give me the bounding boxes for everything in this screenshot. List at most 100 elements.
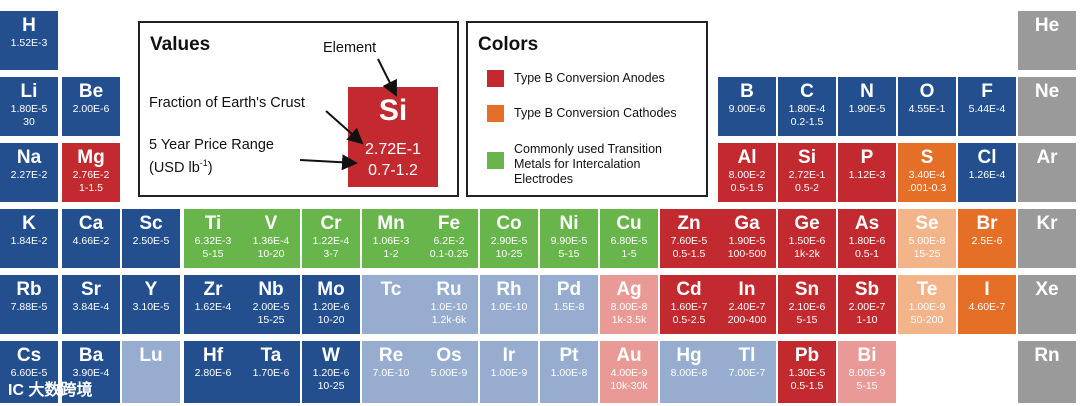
element-cell-ru: Ru 1.0E-10 1.2k-6k	[420, 275, 478, 334]
element-symbol: O	[919, 81, 935, 102]
element-fraction: 8.00E-8	[670, 367, 708, 379]
element-symbol: Pb	[794, 345, 820, 366]
element-cell-ir: Ir 1.00E-9	[480, 341, 538, 403]
price-label-line1: 5 Year Price Range	[149, 137, 274, 153]
element-fraction: 1.90E-5	[728, 235, 766, 247]
element-fraction: 3.90E-4	[72, 367, 110, 379]
element-symbol: Ru	[436, 279, 462, 300]
sample-element-price: 0.7-1.2	[368, 162, 418, 179]
swatch-transition-metals	[487, 152, 504, 169]
element-price: 0.5-2	[795, 182, 819, 194]
element-cell-f: F 5.44E-4	[958, 77, 1016, 136]
element-symbol: Ga	[734, 213, 760, 234]
element-cell-pt: Pt 1.00E-8	[540, 341, 598, 403]
element-price: 0.5-1.5	[790, 380, 824, 392]
element-fraction: 2.76E-2	[72, 169, 110, 181]
element-symbol: H	[22, 15, 36, 36]
element-cell-sb: Sb 2.00E-7 1-10	[838, 275, 896, 334]
element-cell-si: Si 2.72E-1 0.5-2	[778, 143, 836, 202]
price-label: 5 Year Price Range (USD lb-1)	[149, 136, 274, 177]
price-label-end: )	[207, 159, 213, 176]
element-cell-cs: Cs 6.60E-5	[0, 341, 58, 403]
element-label: Element	[323, 40, 377, 56]
legend-cathodes-label: Type B Conversion Cathodes	[514, 106, 677, 120]
element-symbol: Mn	[377, 213, 405, 234]
element-price: 5-15	[558, 248, 580, 260]
element-symbol: Ne	[1034, 81, 1060, 102]
element-symbol: Cd	[676, 279, 702, 300]
element-fraction: 2.50E-5	[132, 235, 170, 247]
legend-transition-metals-label: Commonly used Transition Metals for Inte…	[514, 142, 662, 187]
watermark-right: 钠电材料	[908, 345, 1010, 371]
wechat-icon	[908, 348, 932, 368]
element-cell-na: Na 2.27E-2	[0, 143, 58, 202]
legend-anodes-label: Type B Conversion Anodes	[514, 71, 665, 85]
element-symbol: Re	[378, 345, 404, 366]
element-fraction: 7.00E-7	[728, 367, 766, 379]
element-fraction: 8.00E-8	[610, 301, 648, 313]
element-fraction: 9.00E-6	[728, 103, 766, 115]
element-price: 1k-3.5k	[611, 314, 647, 326]
colors-legend-box: Colors Type B Conversion Anodes Type B C…	[466, 21, 708, 197]
element-price: 15-25	[913, 248, 941, 260]
element-symbol: F	[981, 81, 993, 102]
element-fraction: 2.00E-5	[252, 301, 290, 313]
element-price: 1k-2k	[794, 248, 820, 260]
element-symbol: Ta	[260, 345, 282, 366]
element-symbol: Zn	[677, 213, 701, 234]
price-label-line2: (USD lb	[149, 159, 200, 176]
element-fraction: 2.72E-1	[788, 169, 826, 181]
element-fraction: 1.00E-9	[490, 367, 528, 379]
element-cell-cl: Cl 1.26E-4	[958, 143, 1016, 202]
element-symbol: Sr	[80, 279, 102, 300]
element-fraction: 4.00E-9	[610, 367, 648, 379]
element-price: 1-1.5	[79, 182, 103, 194]
element-symbol: W	[322, 345, 340, 366]
element-price: 3-7	[323, 248, 339, 260]
element-symbol: Y	[144, 279, 158, 300]
element-cell-tc: Tc	[362, 275, 420, 334]
element-cell-zn: Zn 7.60E-5 0.5-1.5	[660, 209, 718, 268]
sample-element-cell: Si 2.72E-1 0.7-1.2	[348, 87, 438, 187]
element-price: 30	[23, 116, 35, 128]
element-fraction: 2.80E-6	[194, 367, 232, 379]
element-cell-pb: Pb 1.30E-5 0.5-1.5	[778, 341, 836, 403]
element-cell-i: I 4.60E-7	[958, 275, 1016, 334]
element-symbol: Pd	[556, 279, 582, 300]
element-symbol: Ti	[204, 213, 222, 234]
element-fraction: 3.10E-5	[132, 301, 170, 313]
element-symbol: Pt	[559, 345, 579, 366]
element-cell-ne: Ne	[1018, 77, 1076, 136]
element-price: 0.5-2.5	[672, 314, 706, 326]
element-cell-ge: Ge 1.50E-6 1k-2k	[778, 209, 836, 268]
element-cell-as: As 1.80E-6 0.5-1	[838, 209, 896, 268]
element-fraction: 8.00E-2	[728, 169, 766, 181]
element-fraction: 1.70E-6	[252, 367, 290, 379]
element-symbol: Ag	[616, 279, 642, 300]
element-fraction: 5.00E-9	[430, 367, 468, 379]
element-price: 10k-30k	[610, 380, 648, 392]
element-fraction: 4.55E-1	[908, 103, 946, 115]
element-cell-b: B 9.00E-6	[718, 77, 776, 136]
colors-legend-title: Colors	[478, 34, 539, 55]
element-fraction: 1.20E-6	[312, 367, 350, 379]
element-symbol: Na	[16, 147, 42, 168]
element-cell-s: S 3.40E-4.001-0.3	[898, 143, 956, 202]
element-symbol: V	[264, 213, 278, 234]
element-cell-cu: Cu 6.80E-5 1-5	[600, 209, 658, 268]
element-cell-zr: Zr 1.62E-4	[184, 275, 242, 334]
element-symbol: B	[740, 81, 754, 102]
element-symbol: Os	[436, 345, 462, 366]
element-fraction: 8.00E-9	[848, 367, 886, 379]
element-price: 0.1-0.25	[429, 248, 469, 260]
element-price: 5-15	[796, 314, 818, 326]
element-symbol: Lu	[139, 345, 163, 366]
element-symbol: S	[920, 147, 934, 168]
element-price: 10-20	[317, 314, 345, 326]
values-legend-box: Values Element Fraction of Earth's Crust…	[138, 21, 459, 197]
element-fraction: 7.88E-5	[10, 301, 48, 313]
element-symbol: Be	[78, 81, 104, 102]
element-cell-c: C 1.80E-4 0.2-1.5	[778, 77, 836, 136]
element-cell-ar: Ar	[1018, 143, 1076, 202]
element-symbol: Ca	[78, 213, 104, 234]
